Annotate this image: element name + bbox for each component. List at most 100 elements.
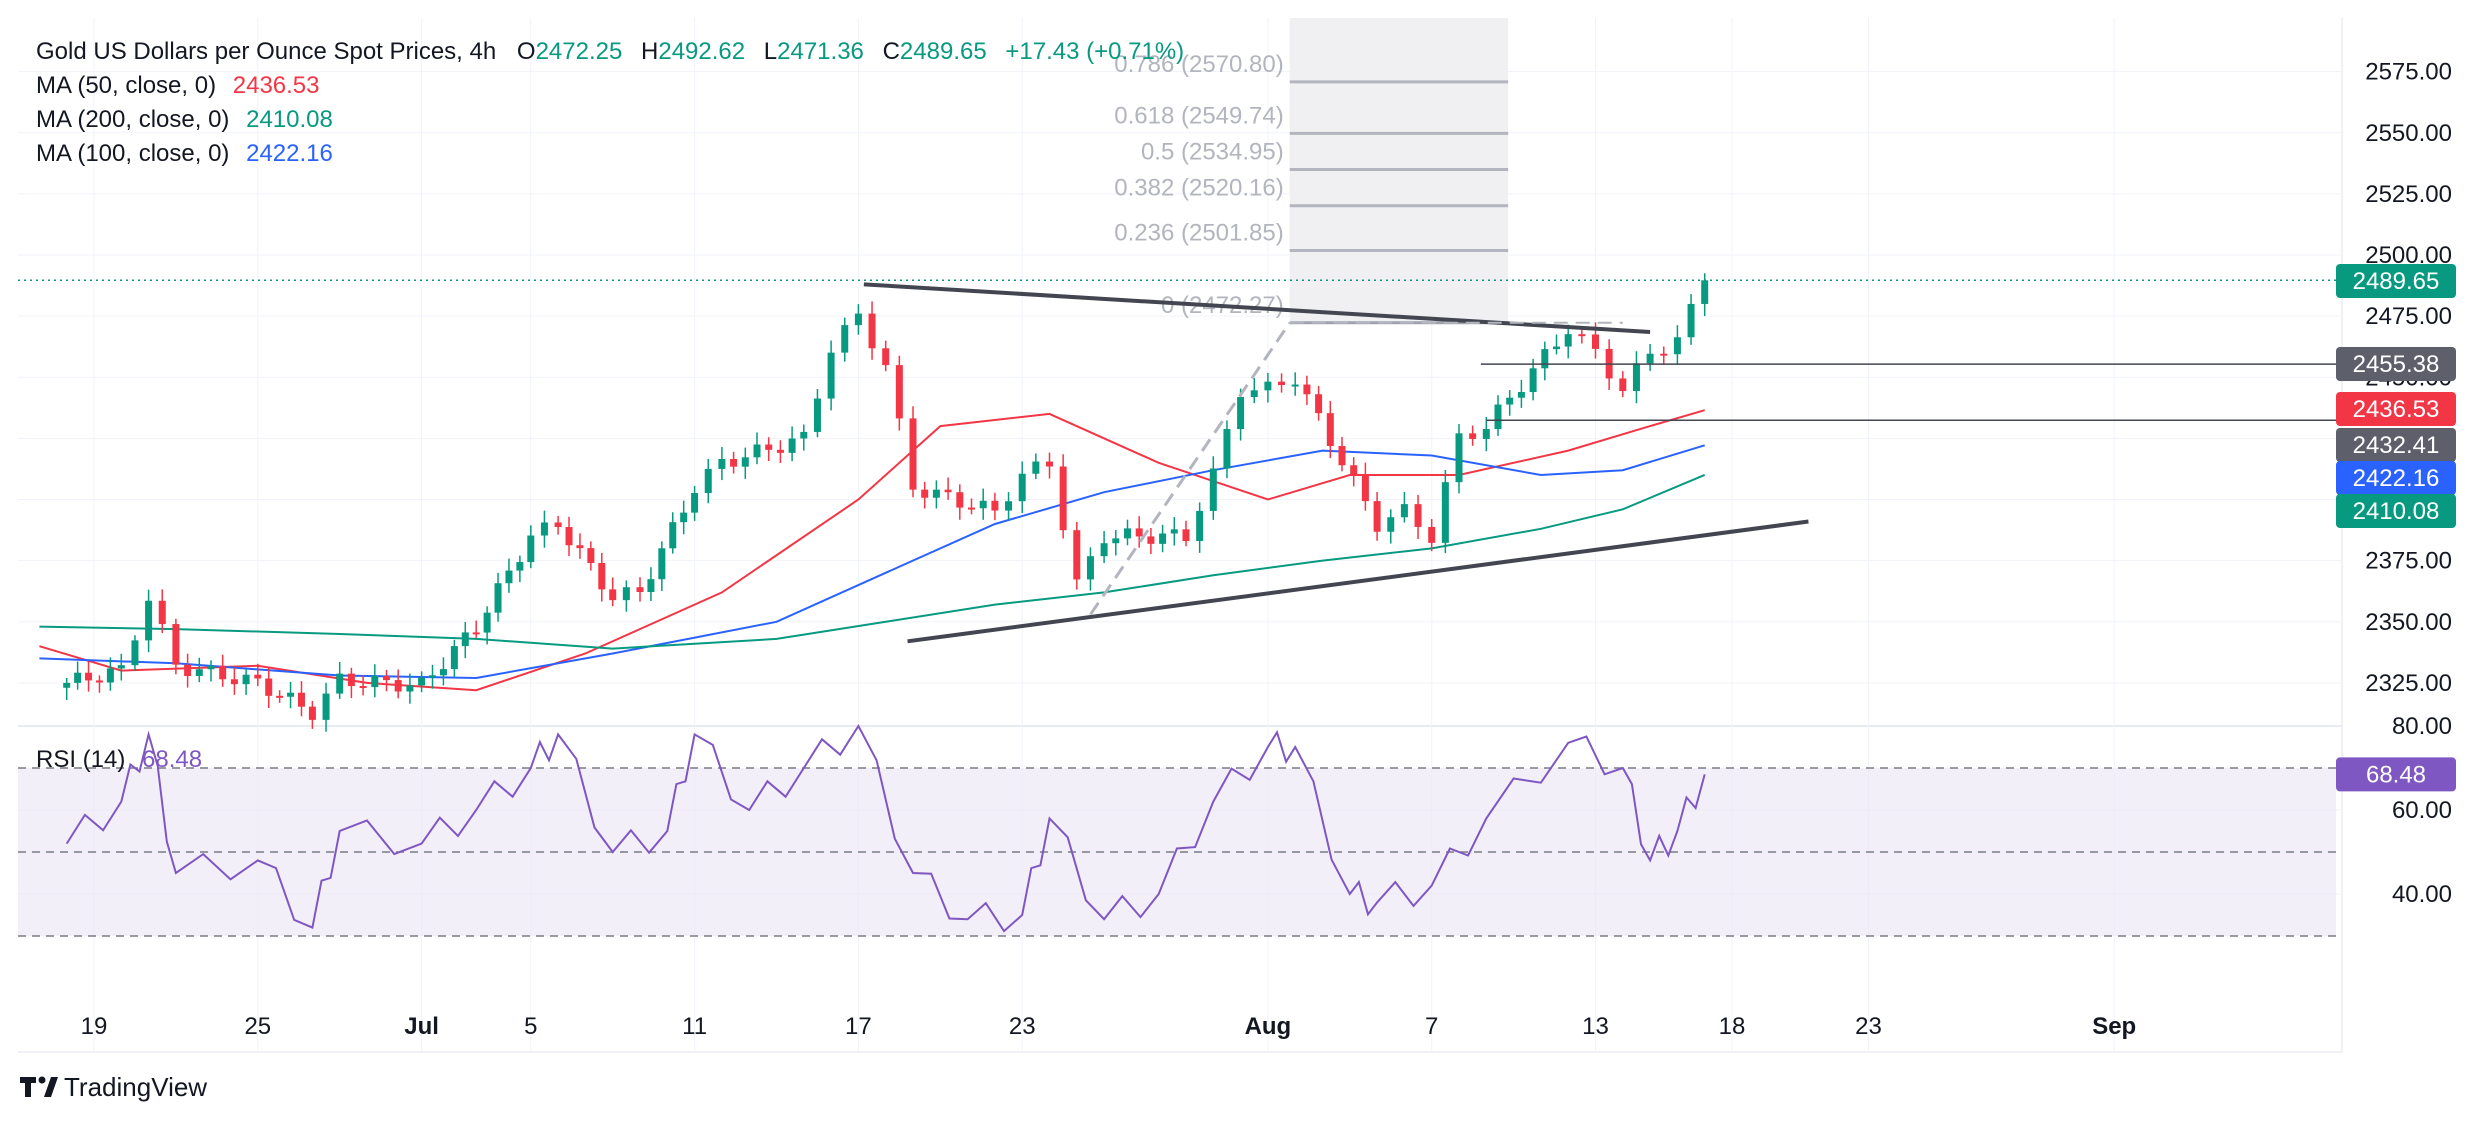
open-label: O [517,38,536,65]
ma50-line [39,409,1705,692]
fibonacci-retracement[interactable]: 0.786 (2570.80) 0.618 (2549.74) 0.5 (2534.… [1114,18,1509,325]
time-axis[interactable]: 19 25 Jul 5 11 17 23 Aug 7 13 18 23 Sep [81,1013,2137,1040]
candle-body [195,669,203,677]
candle-body [394,680,402,692]
candle-body [1326,413,1334,446]
price-tick-label: 2350.00 [2365,609,2452,636]
candle-body [1032,461,1040,474]
time-tick-label: 11 [682,1013,707,1040]
candle-body [1553,346,1560,350]
candle-body [1170,529,1178,534]
candle-body [1338,445,1346,466]
support-trendline[interactable] [907,519,1809,644]
legend-ma100[interactable]: MA (100, close, 0) 2422.16 [36,140,333,167]
price-tag-label: 2432.41 [2353,432,2440,459]
candle-body [1592,334,1599,349]
candle-body [230,679,238,685]
resistance-trendline[interactable] [863,282,1651,335]
candle-body [1673,337,1681,355]
candle-body [565,527,573,546]
trendlines[interactable] [18,279,2342,644]
candle-body [854,313,862,326]
candle-body [85,672,93,681]
candle-body [106,668,114,683]
price-tag-box [2336,428,2456,462]
price-tags: 2489.65 2455.38 2436.53 2432.41 2422.16 2410.… [2336,264,2456,792]
candle-body [287,692,295,697]
candle-body [1482,429,1490,439]
price-tick-label: 2375.00 [2365,548,2452,575]
candle-body [1315,394,1323,414]
legend-rsi[interactable]: RSI (14) 68.48 [36,746,202,773]
candle-body [359,686,367,689]
time-tick-label: 23 [1855,1013,1882,1040]
low-label: L [764,38,777,65]
candle-body [172,624,180,665]
candle-body [429,675,437,678]
time-tick-label: 17 [845,1013,872,1040]
candle-body [753,444,761,458]
candle-body [1619,378,1627,392]
rsi-tick-label: 60.00 [2392,797,2452,824]
tradingview-logo-mark [44,1077,58,1097]
price-tag-label: 2455.38 [2353,351,2440,378]
ma100-value: 2422.16 [246,140,333,167]
legend-header: Gold US Dollars per Ounce Spot Prices, 4… [36,38,1184,65]
candle-body [308,706,316,720]
price-tag-box [2336,347,2456,381]
candle-body [813,398,821,432]
rsi-tag-box [2336,757,2456,792]
legend-ma200[interactable]: MA (200, close, 0) 2410.08 [36,106,333,133]
candle-body [1529,368,1537,393]
low-value: 2471.36 [777,38,864,65]
tradingview-logo-icon [20,1077,36,1097]
candle-body [461,632,469,647]
fib-level-label: 0.5 (2534.95) [1141,139,1284,166]
candle-body [1291,384,1299,387]
candle-body [704,468,712,494]
high-label: H [641,38,658,65]
price-tick-label: 2550.00 [2365,120,2452,147]
candle-body [1387,517,1395,532]
time-tick-label: 23 [1009,1013,1036,1040]
candlesticks [63,273,1709,732]
candle-body [1660,353,1668,356]
candle-body [1400,504,1408,518]
fib-level-label: 0.236 (2501.85) [1114,219,1283,246]
legend-ma50[interactable]: MA (50, close, 0) 2436.53 [36,72,320,99]
candle-body [882,348,890,366]
candle-body [1135,528,1143,537]
ma200-value: 2410.08 [246,106,333,133]
candle-body [680,512,688,523]
candle-body [1564,334,1572,347]
candle-body [1159,533,1167,544]
candle-body [1086,556,1094,580]
candle-body [516,562,524,571]
tradingview-logo[interactable]: TradingView [20,1072,207,1102]
price-tag-label: 2489.65 [2353,268,2440,295]
time-tick-label: 7 [1425,1013,1438,1040]
candle-body [494,583,502,613]
candle-body [265,678,273,696]
price-tick-label: 2325.00 [2365,670,2452,697]
candle-body [527,535,535,563]
candle-body [1250,390,1258,398]
candle-body [1494,404,1502,430]
candle-body [1428,526,1436,543]
candle-body [540,522,548,536]
candle-body [979,500,987,509]
candle-body [1469,433,1477,439]
candle-body [347,673,355,687]
high-value: 2492.62 [658,38,745,65]
candle-body [505,570,513,584]
candle-body [730,459,738,467]
candle-body [598,562,606,590]
price-tag-label: 2422.16 [2353,465,2440,492]
fib-anchor-line[interactable] [1089,321,1291,616]
rsi-tag-label: 68.48 [2366,761,2426,788]
candle-body [1687,303,1695,338]
ma200-line [39,473,1706,650]
brand-text: TradingView [64,1072,207,1102]
